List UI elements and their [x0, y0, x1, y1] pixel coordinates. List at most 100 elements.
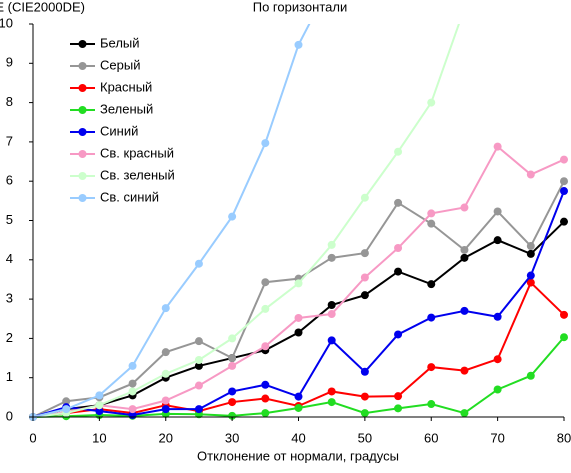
point — [128, 361, 137, 370]
point — [493, 207, 502, 216]
point — [493, 355, 502, 364]
point — [460, 245, 469, 254]
point — [394, 147, 403, 156]
point — [228, 361, 237, 370]
legend-marker — [78, 84, 87, 92]
x-tick-label: 40 — [291, 430, 305, 445]
point — [128, 405, 137, 414]
point — [261, 342, 270, 351]
point — [526, 249, 535, 258]
legend-label: Св. зеленый — [100, 167, 175, 182]
point — [360, 392, 369, 401]
x-tick-label: 20 — [159, 430, 173, 445]
legend-label: Зеленый — [100, 101, 153, 116]
point — [427, 98, 436, 107]
x-tick-label: 0 — [29, 430, 36, 445]
point — [460, 4, 468, 12]
point — [261, 394, 270, 403]
point — [427, 363, 436, 372]
point — [95, 391, 104, 400]
point — [327, 253, 336, 262]
point — [360, 291, 369, 300]
point — [261, 278, 270, 287]
point — [228, 354, 237, 363]
point — [294, 403, 303, 412]
series-line — [32, 24, 311, 418]
series-line — [32, 24, 460, 418]
x-tick-label: 10 — [92, 430, 106, 445]
point — [194, 381, 203, 390]
point — [62, 405, 71, 414]
point — [526, 278, 535, 287]
point — [62, 397, 71, 406]
point — [194, 337, 203, 346]
point — [161, 304, 170, 313]
y-tick-label: 10 — [0, 15, 13, 30]
legend-marker — [78, 172, 87, 180]
point — [427, 219, 436, 228]
point — [460, 203, 469, 212]
point — [261, 380, 270, 389]
point — [194, 405, 203, 414]
point — [327, 398, 336, 407]
point — [394, 330, 403, 339]
y-axis-label: DE (CIE2000DE) — [0, 0, 85, 14]
point — [327, 240, 336, 249]
point — [360, 409, 369, 418]
point — [228, 398, 237, 407]
point — [560, 177, 568, 186]
y-tick-label: 2 — [6, 330, 13, 345]
point — [394, 198, 403, 207]
y-tick-label: 1 — [6, 369, 13, 384]
point — [194, 361, 203, 370]
point — [560, 155, 568, 164]
legend-label: Красный — [100, 79, 152, 94]
point — [560, 187, 568, 196]
x-tick-label: 70 — [490, 430, 504, 445]
point — [95, 401, 104, 410]
point — [360, 193, 369, 202]
y-tick-label: 6 — [6, 173, 13, 188]
point — [161, 348, 170, 357]
point — [228, 334, 237, 343]
point — [327, 300, 336, 309]
point — [493, 312, 502, 321]
y-tick-label: 4 — [6, 251, 13, 266]
x-tick-label: 30 — [225, 430, 239, 445]
point — [427, 209, 436, 218]
point — [261, 139, 270, 148]
point — [294, 40, 303, 49]
point — [228, 387, 237, 396]
point — [526, 371, 535, 380]
point — [460, 409, 469, 418]
point — [526, 170, 535, 179]
point — [560, 333, 568, 342]
point — [526, 242, 535, 251]
point — [360, 367, 369, 376]
point — [194, 356, 203, 365]
point — [261, 304, 270, 313]
legend-marker — [78, 40, 87, 48]
point — [394, 267, 403, 276]
point — [128, 379, 137, 388]
point — [560, 310, 568, 319]
point — [228, 212, 237, 221]
point — [493, 142, 502, 151]
point — [294, 313, 303, 322]
legend-marker — [78, 194, 87, 202]
legend-label: Серый — [100, 57, 140, 72]
point — [427, 400, 436, 409]
point — [460, 366, 469, 375]
legend-marker — [78, 106, 87, 114]
plot-area — [29, 4, 568, 421]
legend-label: Белый — [100, 35, 140, 50]
point — [493, 236, 502, 245]
point — [360, 249, 369, 258]
series-line — [32, 180, 565, 418]
point — [360, 273, 369, 282]
point — [460, 253, 469, 262]
y-tick-label: 7 — [6, 133, 13, 148]
point — [427, 280, 436, 289]
y-tick-label: 5 — [6, 212, 13, 227]
point — [526, 271, 535, 280]
